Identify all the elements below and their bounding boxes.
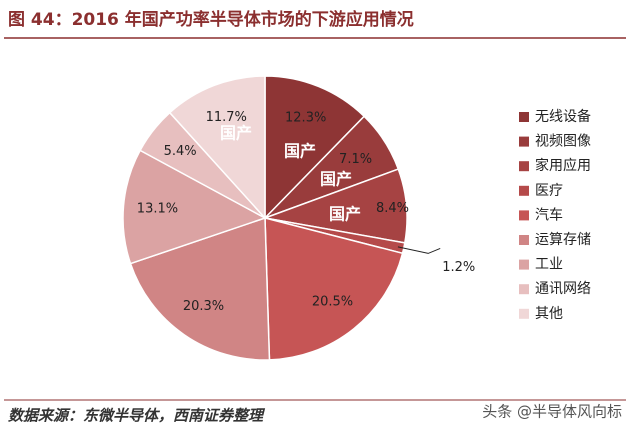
- legend-label: 家用应用: [535, 157, 591, 174]
- data-label: 12.3%: [285, 111, 326, 126]
- legend-swatch: [519, 308, 529, 319]
- data-label: 5.4%: [164, 144, 197, 159]
- data-label: 7.1%: [339, 152, 372, 167]
- legend-label: 医疗: [535, 183, 563, 199]
- data-label: 20.5%: [312, 295, 353, 310]
- legend-swatch: [519, 161, 529, 172]
- pie-slice: [129, 216, 271, 361]
- legend-swatch: [519, 185, 529, 196]
- legend-label: 视频图像: [535, 134, 591, 150]
- data-label: 20.3%: [183, 299, 224, 314]
- chart-title: 图 44：2016 年国产功率半导体市场的下游应用情况: [8, 9, 414, 30]
- watermark: 头条 @半导体风向标: [482, 403, 622, 421]
- annotation: 国产: [220, 124, 252, 143]
- pie-slice: [122, 149, 267, 265]
- legend-label: 其他: [535, 306, 563, 322]
- pie-slice: [168, 75, 266, 220]
- legend-label: 通讯网络: [535, 281, 591, 297]
- legend-label: 运算存储: [535, 232, 591, 248]
- pie-slice: [264, 217, 404, 361]
- legend-swatch: [519, 136, 529, 147]
- legend-label: 无线设备: [535, 108, 591, 125]
- legend-swatch: [519, 112, 529, 122]
- annotation: 国产: [320, 170, 352, 189]
- legend-swatch: [519, 284, 529, 295]
- legend-label: 汽车: [535, 206, 563, 223]
- legend-swatch: [519, 259, 529, 270]
- data-label: 13.1%: [137, 201, 178, 216]
- leader-line: [397, 246, 441, 254]
- data-label: 1.2%: [442, 260, 475, 275]
- legend-swatch: [519, 210, 529, 221]
- source: 数据来源：东微半导体，西南证券整理: [8, 407, 266, 425]
- data-label: 8.4%: [376, 201, 409, 216]
- data-label: 11.7%: [206, 110, 247, 125]
- pie-slice: [264, 75, 366, 220]
- annotation: 国产: [329, 205, 361, 224]
- annotation: 国产: [284, 142, 316, 161]
- legend-swatch: [519, 235, 529, 245]
- legend-label: 工业: [535, 257, 563, 273]
